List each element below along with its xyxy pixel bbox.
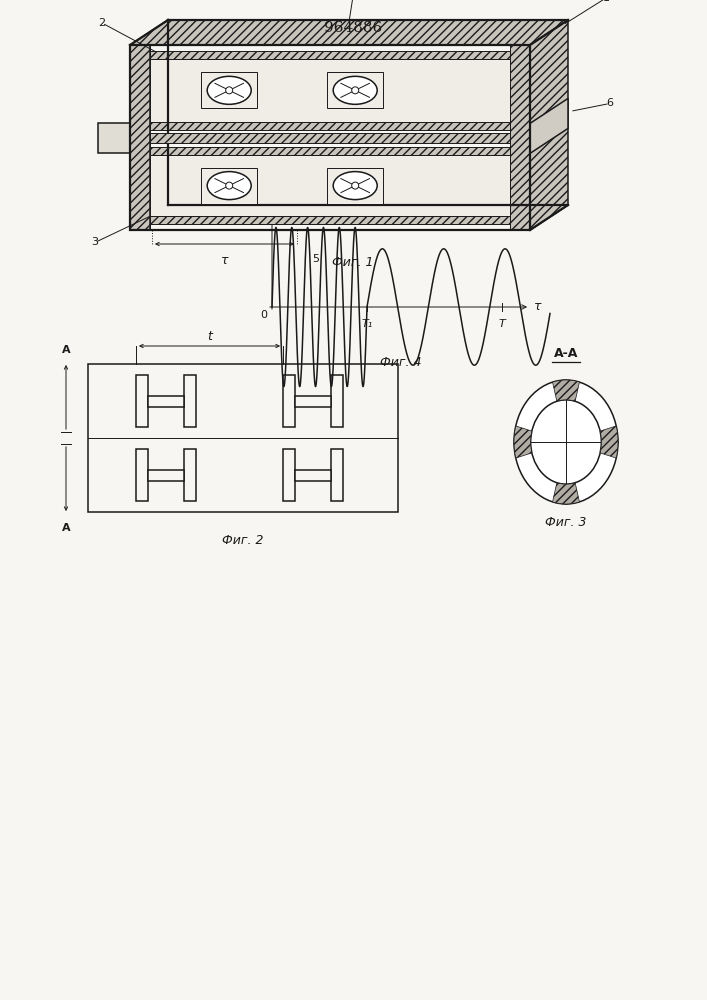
Text: Фиг. 3: Фиг. 3 [545, 516, 587, 528]
Polygon shape [98, 123, 130, 153]
Polygon shape [150, 133, 510, 143]
Text: τ: τ [534, 300, 542, 314]
Polygon shape [150, 45, 510, 230]
Polygon shape [553, 380, 580, 401]
Text: 5: 5 [312, 254, 319, 264]
Polygon shape [148, 470, 184, 481]
Ellipse shape [333, 76, 378, 104]
Text: T₁: T₁ [361, 319, 373, 329]
Text: A: A [62, 523, 70, 533]
Text: Фиг. 1: Фиг. 1 [332, 255, 374, 268]
Text: 3: 3 [91, 237, 98, 247]
Polygon shape [201, 72, 257, 108]
Polygon shape [150, 51, 510, 59]
Text: Фиг. 2: Фиг. 2 [222, 534, 264, 546]
Polygon shape [184, 449, 196, 501]
Text: A-A: A-A [554, 347, 578, 360]
Ellipse shape [333, 172, 378, 200]
Polygon shape [184, 375, 196, 427]
Polygon shape [148, 395, 184, 406]
Polygon shape [510, 45, 530, 230]
Polygon shape [327, 72, 383, 108]
Text: A: A [62, 345, 70, 355]
Polygon shape [136, 449, 148, 501]
Ellipse shape [207, 76, 251, 104]
Text: 2: 2 [98, 18, 105, 28]
Polygon shape [150, 216, 510, 224]
Circle shape [351, 182, 358, 189]
Polygon shape [295, 470, 331, 481]
Polygon shape [283, 449, 295, 501]
Polygon shape [600, 426, 618, 458]
Polygon shape [283, 375, 295, 427]
Polygon shape [150, 147, 510, 155]
Circle shape [226, 182, 233, 189]
Text: t: t [207, 330, 212, 344]
Ellipse shape [531, 400, 602, 484]
Polygon shape [150, 122, 510, 130]
Text: τ: τ [221, 254, 228, 267]
Polygon shape [130, 45, 150, 230]
Polygon shape [150, 155, 510, 216]
Text: T: T [498, 319, 506, 329]
Circle shape [351, 87, 358, 94]
Ellipse shape [514, 380, 618, 504]
Polygon shape [136, 375, 148, 427]
Text: 0: 0 [260, 310, 267, 320]
Polygon shape [327, 168, 383, 204]
Text: 964886: 964886 [324, 21, 382, 35]
Polygon shape [514, 426, 532, 458]
Polygon shape [201, 168, 257, 204]
Polygon shape [331, 449, 343, 501]
Circle shape [226, 87, 233, 94]
Polygon shape [530, 98, 568, 153]
Polygon shape [150, 59, 510, 122]
Polygon shape [553, 483, 580, 504]
Polygon shape [331, 375, 343, 427]
Ellipse shape [207, 172, 251, 200]
Text: 1: 1 [602, 0, 609, 3]
Text: 6: 6 [607, 98, 614, 108]
Polygon shape [295, 395, 331, 406]
Text: Фиг. 4: Фиг. 4 [380, 356, 422, 368]
Text: $i_1$: $i_1$ [259, 194, 269, 210]
Polygon shape [130, 205, 568, 230]
Polygon shape [130, 20, 568, 45]
Polygon shape [88, 364, 398, 512]
Polygon shape [530, 20, 568, 230]
